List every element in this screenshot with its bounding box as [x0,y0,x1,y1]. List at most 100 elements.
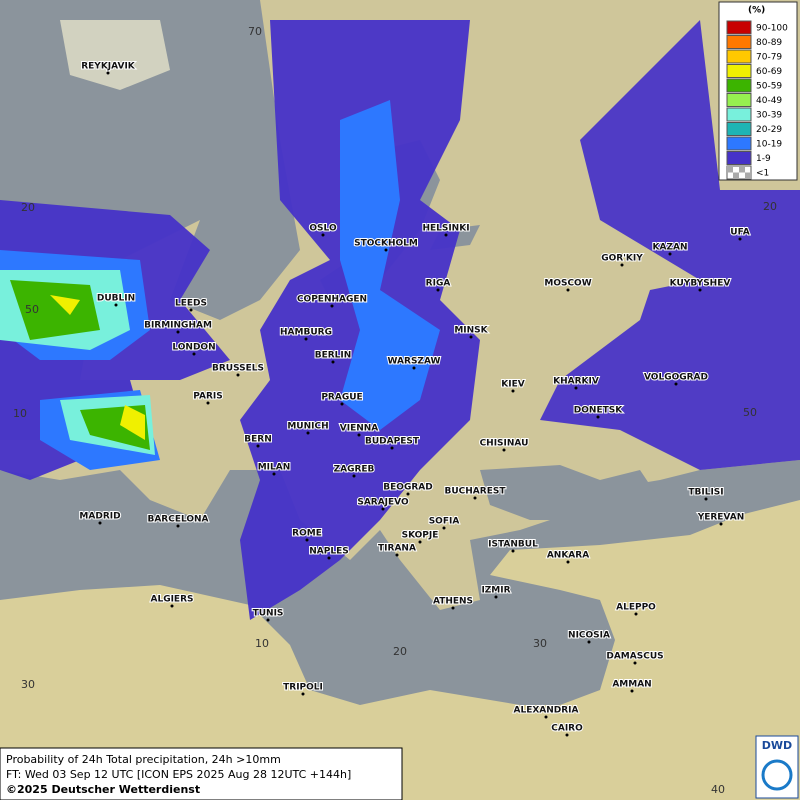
city-dot [418,540,422,544]
city-dot [634,612,638,616]
city-label: YEREVAN [697,513,745,523]
city-label: PRAGUE [321,393,362,403]
city-dot [596,415,600,419]
city-label: PARIS [193,392,223,402]
legend-checker [733,172,739,179]
city-label: REYKJAVIK [81,62,136,72]
legend-swatch [726,78,752,93]
city-label: STOCKHOLM [354,239,418,249]
city-label: MADRID [79,512,120,522]
city-dot [451,606,455,610]
city-dot [511,549,515,553]
city-label: KAZAN [653,243,688,253]
city-dot [436,288,440,292]
city-label: HELSINKI [422,224,469,234]
city-dot [587,640,591,644]
city-dot [384,248,388,252]
city-dot [189,308,193,312]
city-dot [630,689,634,693]
city-dot [106,71,110,75]
city-dot [698,288,702,292]
city-label: VOLGOGRAD [644,373,708,383]
city-dot [331,360,335,364]
city-dot [719,522,723,526]
city-dot [352,474,356,478]
legend-swatch [726,122,752,136]
city-label: BARCELONA [147,515,208,525]
city-label: TBILISI [688,488,723,498]
city-label: TRIPOLI [283,683,323,693]
city-label: KIEV [501,380,524,390]
city-dot [674,382,678,386]
city-label: ANKARA [547,551,589,561]
city-label: BRUSSELS [212,364,264,374]
legend-checker [745,172,751,179]
legend-title: (%) [748,6,765,16]
city-dot [544,715,548,719]
city-label: CAIRO [551,724,583,734]
black-sea [480,465,660,520]
footer-line: FT: Wed 03 Sep 12 UTC [ICON EPS 2025 Aug… [6,768,351,781]
legend-label: 50-59 [756,82,782,92]
city-label: DAMASCUS [606,652,663,662]
grid-label: 30 [533,637,547,650]
city-label: ALEPPO [616,603,656,613]
city-label: TIRANA [378,544,416,554]
city-label: AMMAN [612,680,651,690]
city-label: BIRMINGHAM [144,321,212,331]
city-dot [381,507,385,511]
city-label: SARAJEVO [357,498,409,508]
city-dot [192,352,196,356]
grid-label: 50 [25,303,39,316]
city-dot [206,401,210,405]
city-label: LONDON [172,343,215,353]
city-dot [176,330,180,334]
city-dot [406,492,410,496]
city-label: VIENNA [340,424,379,434]
legend-label: 40-49 [756,96,782,106]
city-label: ZAGREB [334,465,375,475]
precip-50 [10,280,150,450]
precip-60 [50,295,145,440]
grid-label: 50 [743,406,757,419]
city-label: BUDAPEST [365,437,420,447]
city-dot [395,553,399,557]
city-dot [340,402,344,406]
city-label: ALGIERS [151,595,194,605]
city-dot [330,304,334,308]
city-label: BUCHAREST [445,487,507,497]
city-label: SKOPJE [402,531,439,541]
legend-swatch [726,35,752,49]
grid-label: 20 [393,645,407,658]
city-dot [327,556,331,560]
city-dot [306,431,310,435]
city-label: MOSCOW [544,279,591,289]
city-dot [305,538,309,542]
city-label: DUBLIN [97,294,135,304]
city-label: NAPLES [309,547,348,557]
grid-label: 20 [21,201,35,214]
city-dot [272,472,276,476]
legend-label: 1-9 [756,154,771,164]
city-label: BEOGRAD [383,483,432,493]
iceland [60,20,170,90]
grid-label: 10 [255,637,269,650]
city-label: MINSK [454,326,488,336]
logo-mark [761,759,793,791]
city-dot [114,303,118,307]
grid-label: 10 [13,407,27,420]
city-dot [511,389,515,393]
legend-label: 70-79 [756,53,782,63]
city-dot [304,337,308,341]
legend-label: 10-19 [756,140,782,150]
legend-label: 30-39 [756,111,782,121]
footer-line: Probability of 24h Total precipitation, … [6,753,281,766]
footer-box [0,747,403,800]
city-label: NICOSIA [568,631,610,641]
legend-label: <1 [756,169,769,179]
grid-label: 20 [763,200,777,213]
city-label: LEEDS [175,299,207,309]
city-label: CHISINAU [480,439,529,449]
city-label: KUYBYSHEV [670,279,731,289]
city-label: OSLO [309,224,337,234]
